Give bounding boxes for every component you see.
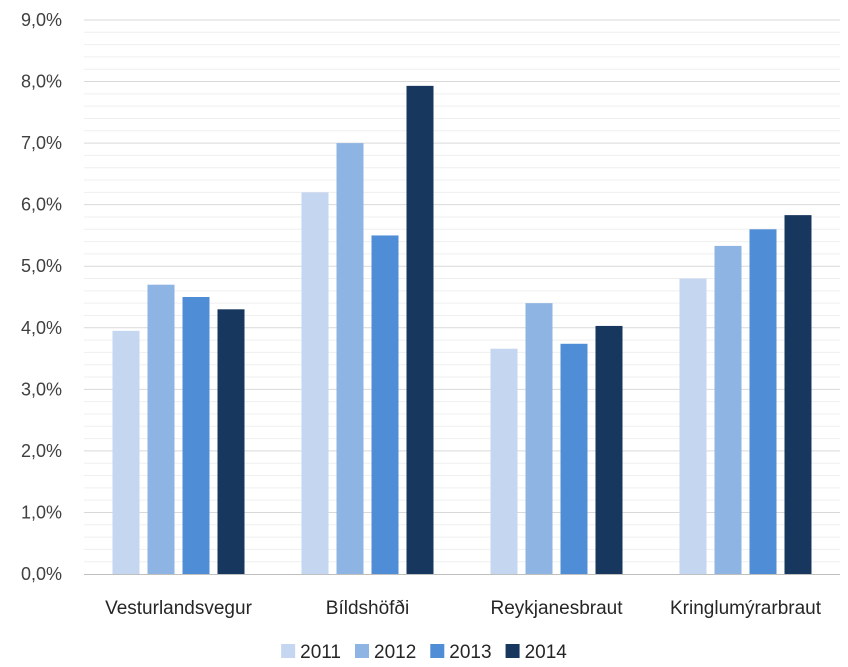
legend-swatch xyxy=(430,644,445,658)
y-tick-label: 5,0% xyxy=(21,256,62,276)
legend-item: 2013 xyxy=(430,642,492,663)
legend-label: 2013 xyxy=(449,642,491,663)
x-axis-category-labels: Vesturlandsvegur Bíldshöfði Reykjanesbraut… xyxy=(105,598,822,619)
bars xyxy=(112,85,812,575)
bar-2014 xyxy=(406,85,434,574)
category-label: Reykjanesbraut xyxy=(490,598,623,619)
y-tick-label: 0,0% xyxy=(21,564,62,584)
legend-label: 2012 xyxy=(374,642,416,663)
y-tick-label: 6,0% xyxy=(21,195,62,215)
legend-swatch xyxy=(281,644,296,658)
y-tick-label: 8,0% xyxy=(21,72,62,92)
legend-swatch xyxy=(355,644,370,658)
category-label: Kringlumýrarbraut xyxy=(670,598,822,619)
bar-2011 xyxy=(490,348,518,574)
legend: 2011 2012 2013 2014 xyxy=(281,642,567,663)
y-tick-label: 3,0% xyxy=(21,379,62,399)
category-label: Vesturlandsvegur xyxy=(105,598,252,619)
bar-2014 xyxy=(595,325,623,574)
legend-label: 2014 xyxy=(525,642,568,663)
legend-item: 2012 xyxy=(355,642,416,663)
grid-lines xyxy=(84,19,840,563)
y-tick-label: 7,0% xyxy=(21,133,62,153)
bar-2013 xyxy=(371,235,399,574)
y-tick-label: 4,0% xyxy=(21,318,62,338)
bar-2012 xyxy=(525,303,553,574)
bar-2011 xyxy=(112,330,140,574)
bar-2014 xyxy=(217,309,245,574)
y-axis-tick-labels: 0,0% 1,0% 2,0% 3,0% 4,0% 5,0% 6,0% 7,0% 8,0% 9,0% xyxy=(21,10,62,584)
bar-2011 xyxy=(679,278,707,574)
y-tick-label: 2,0% xyxy=(21,441,62,461)
bar-2012 xyxy=(336,143,364,574)
legend-label: 2011 xyxy=(300,642,341,663)
category-label: Bíldshöfði xyxy=(326,598,409,619)
bar-2014 xyxy=(784,215,812,574)
bar-2011 xyxy=(301,192,329,574)
legend-swatch xyxy=(505,644,520,658)
y-tick-label: 9,0% xyxy=(21,10,62,30)
legend-item: 2011 xyxy=(281,642,341,663)
legend-item: 2014 xyxy=(505,642,568,663)
y-tick-label: 1,0% xyxy=(21,502,62,522)
bar-2013 xyxy=(560,343,588,574)
bar-2012 xyxy=(147,284,175,574)
bar-2012 xyxy=(714,245,742,575)
bar-2013 xyxy=(182,297,210,574)
bar-2013 xyxy=(749,229,777,575)
